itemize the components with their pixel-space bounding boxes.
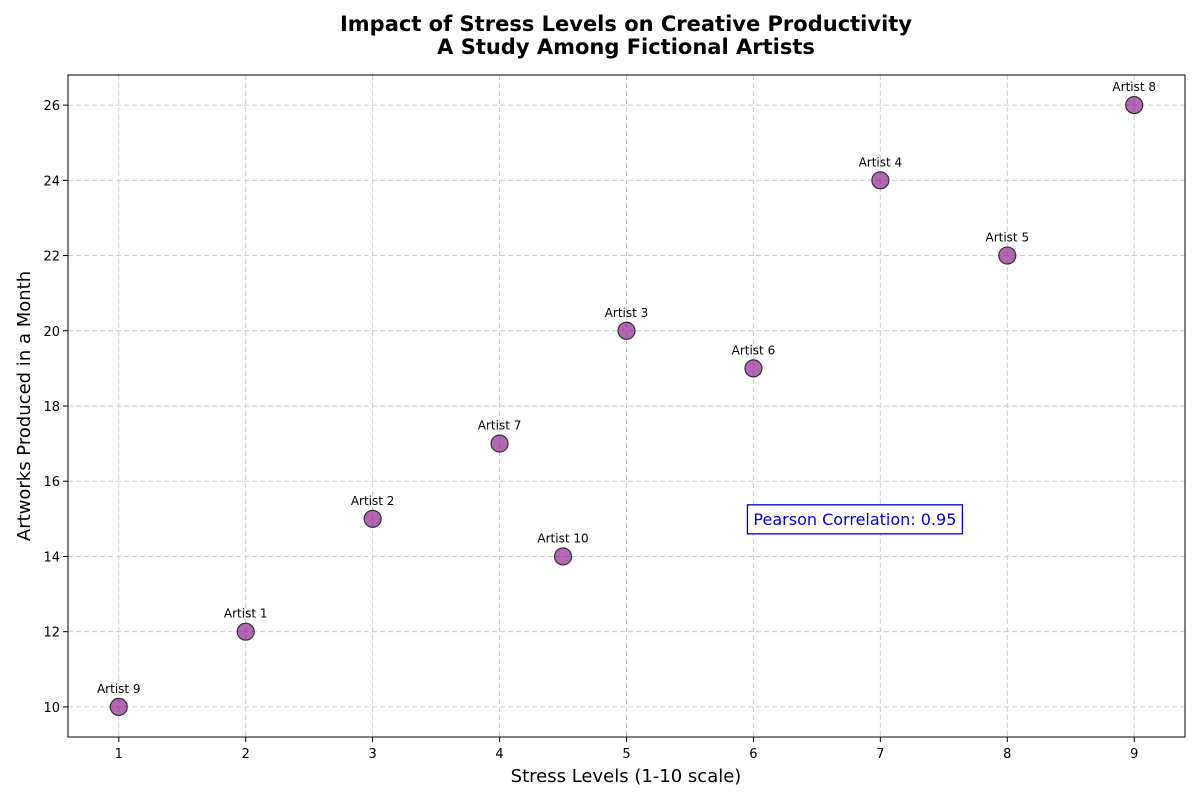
y-tick-label: 22 — [43, 250, 60, 265]
point-label: Artist 4 — [859, 155, 903, 169]
data-point — [871, 171, 890, 190]
x-tick-label: 2 — [242, 747, 250, 762]
y-tick-label: 24 — [43, 174, 60, 189]
point-label: Artist 6 — [732, 343, 776, 357]
y-tick-label: 20 — [43, 325, 60, 340]
data-point — [236, 622, 255, 641]
chart-title-line-1: Impact of Stress Levels on Creative Prod… — [340, 12, 912, 36]
x-tick-label: 7 — [876, 747, 884, 762]
point-label: Artist 8 — [1112, 80, 1156, 94]
data-point — [363, 509, 382, 528]
y-tick-label: 18 — [43, 400, 60, 415]
y-tick-label: 26 — [43, 99, 60, 114]
y-axis-label: Artworks Produced in a Month — [14, 271, 35, 541]
point-label: Artist 5 — [985, 231, 1029, 245]
annotation-text: Pearson Correlation: 0.95 — [753, 510, 956, 529]
y-tick-label: 10 — [43, 701, 60, 716]
correlation-annotation: Pearson Correlation: 0.95 — [746, 504, 964, 535]
annotation-box — [746, 504, 964, 535]
data-point — [109, 697, 128, 717]
x-tick-label: 8 — [1003, 747, 1011, 762]
x-tick-label: 1 — [115, 747, 123, 762]
data-point — [1125, 95, 1144, 115]
point-label: Artist 3 — [605, 306, 649, 320]
x-axis-label: Stress Levels (1-10 scale) — [511, 766, 742, 787]
point-label: Artist 1 — [224, 607, 268, 621]
x-tick-label: 5 — [622, 747, 630, 762]
point-labels: Artist 1 Artist 2 Artist 3 Artist 4 Artist 5… — [97, 80, 1156, 696]
data-point — [617, 321, 636, 340]
grid — [68, 75, 1185, 737]
y-tick-label: 16 — [43, 475, 60, 490]
data-point — [998, 246, 1017, 265]
point-label: Artist 9 — [97, 682, 141, 696]
x-tick-label: 4 — [495, 747, 503, 762]
data-points — [109, 95, 1144, 717]
x-tick-label: 9 — [1130, 747, 1138, 762]
y-tick-label: 14 — [43, 550, 60, 565]
point-label: Artist 7 — [478, 419, 522, 433]
point-label: Artist 10 — [537, 531, 588, 545]
data-point — [553, 547, 573, 566]
x-tick-label: 6 — [749, 747, 757, 762]
x-tick-label: 3 — [368, 747, 376, 762]
data-point — [744, 359, 763, 378]
y-tick-label: 12 — [43, 626, 60, 641]
point-label: Artist 2 — [351, 494, 395, 508]
chart-title-line-2: A Study Among Fictional Artists — [437, 35, 815, 59]
data-point — [490, 434, 509, 453]
